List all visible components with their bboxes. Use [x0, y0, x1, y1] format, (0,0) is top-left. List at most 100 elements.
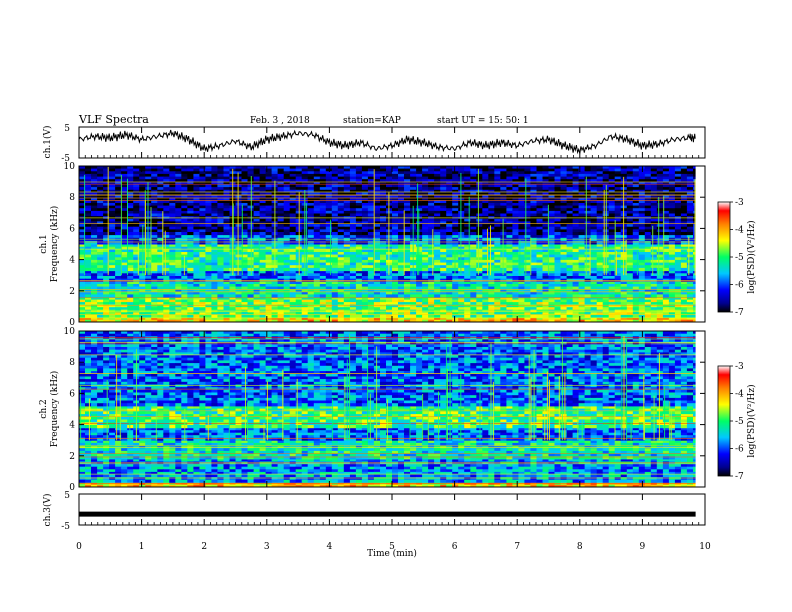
spectrogram-cell — [632, 246, 640, 250]
spectrogram-cell — [398, 276, 405, 280]
spectrogram-cell — [241, 319, 248, 323]
spectrogram-cell — [175, 284, 182, 288]
spectrogram-cell — [464, 179, 471, 183]
spectrogram-cell — [578, 254, 586, 258]
spectrogram-cell — [506, 259, 513, 264]
spectrogram-cell — [416, 276, 423, 280]
spectrogram-cell — [494, 314, 501, 318]
spectrogram-cell — [530, 249, 537, 253]
spectrogram-cell — [193, 317, 200, 321]
spectrogram-cell — [205, 246, 212, 250]
spectrogram-cell — [686, 289, 694, 293]
spectrogram-cell — [217, 317, 224, 321]
spectrogram-cell — [566, 195, 574, 199]
spectrogram-cell — [512, 195, 519, 199]
spectrogram-cell — [494, 297, 501, 300]
spectrogram-cell — [79, 187, 86, 191]
spectrogram-cell — [620, 168, 628, 172]
spectrogram-cell — [193, 237, 200, 242]
spectrogram-cell — [614, 244, 622, 248]
spectrogram-cell — [337, 289, 345, 293]
spectrogram-cell — [331, 294, 339, 298]
spectrogram-cell — [452, 181, 459, 185]
spectrogram-cell — [590, 171, 598, 175]
spectrogram-cell — [193, 302, 200, 306]
spectrogram-cell — [638, 286, 646, 290]
spectrogram-cell — [422, 270, 429, 274]
spectrogram-cell — [121, 249, 128, 253]
spectrogram-cell — [662, 254, 670, 258]
spectrogram-cell — [584, 168, 592, 172]
spectrogram-cell — [343, 195, 351, 199]
spectrogram-cell — [488, 273, 495, 277]
spectrogram-cell — [494, 176, 501, 180]
spectrogram-cell — [614, 265, 622, 269]
spectrogram-cell — [157, 176, 164, 180]
spectrogram-cell — [476, 181, 483, 185]
spectrogram-cell — [542, 286, 549, 290]
spectrogram-cell — [626, 262, 634, 266]
spectrogram-cell — [602, 166, 610, 170]
spectrogram-cell — [217, 319, 224, 323]
spectrogram-cell — [428, 299, 435, 303]
spectrogram-cell — [482, 249, 489, 253]
spectrogram-cell — [289, 240, 297, 245]
spectrogram-cell — [253, 246, 261, 250]
spectrogram-cell — [398, 307, 405, 311]
spectrogram-cell — [464, 187, 471, 191]
spectrogram-cell — [217, 195, 224, 199]
ch1-spectrogram-image — [79, 166, 706, 323]
spectrogram-cell — [109, 168, 116, 172]
spectrogram-cell — [668, 273, 676, 277]
spectrogram-cell — [428, 270, 435, 274]
spectrogram-cell — [253, 273, 261, 277]
spectrogram-cell — [386, 294, 393, 298]
spectrogram-cell — [115, 265, 122, 269]
spectrogram-cell — [187, 299, 194, 303]
spectrogram-cell — [584, 314, 592, 318]
spectrogram-cell — [211, 181, 218, 185]
spectrogram-cell — [590, 294, 598, 298]
spectrogram-cell — [145, 168, 152, 172]
spectrogram-cell — [157, 267, 164, 272]
spectrogram-cell — [446, 297, 453, 300]
spectrogram-cell — [133, 307, 140, 311]
spectrogram-cell — [181, 291, 188, 295]
spectrogram-cell — [434, 286, 441, 290]
spectrogram-cell — [355, 257, 363, 261]
spectrogram-cell — [355, 168, 363, 172]
spectrogram-cell — [235, 246, 242, 250]
spectrogram-cell — [542, 173, 549, 177]
spectrogram-cell — [205, 307, 212, 311]
spectrogram-cell — [181, 299, 188, 303]
spectrogram-cell — [608, 173, 616, 177]
spectrogram-cell — [476, 234, 483, 239]
spectrogram-cell — [506, 176, 513, 180]
spectrogram-cell — [127, 244, 134, 248]
spectrogram-cell — [548, 234, 555, 239]
spectrogram-cell — [644, 273, 652, 277]
spectrogram-cell — [367, 254, 375, 258]
spectrogram-cell — [163, 270, 170, 274]
spectrogram-cell — [217, 302, 224, 306]
spectrogram-cell — [193, 171, 200, 175]
spectrogram-cell — [355, 273, 363, 277]
spectrogram-cell — [349, 173, 357, 177]
spectrogram-cell — [307, 240, 315, 245]
spectrogram-cell — [416, 171, 423, 175]
spectrogram-cell — [554, 252, 561, 256]
spectrogram-cell — [470, 168, 477, 172]
spectrogram-cell — [380, 281, 387, 285]
spectrogram-cell — [361, 319, 369, 323]
spectrogram-cell — [121, 244, 128, 248]
spectrogram-cell — [79, 267, 86, 272]
spectrogram-cell — [680, 265, 688, 269]
spectrogram-cell — [680, 257, 688, 261]
spectrogram-cell — [241, 181, 248, 185]
spectrogram-cell — [572, 244, 580, 248]
spectrogram-cell — [289, 184, 297, 188]
spectrogram-cell — [133, 195, 140, 199]
spectrogram-cell — [265, 234, 273, 239]
spectrogram-cell — [518, 270, 525, 274]
spectrogram-cell — [277, 240, 285, 245]
